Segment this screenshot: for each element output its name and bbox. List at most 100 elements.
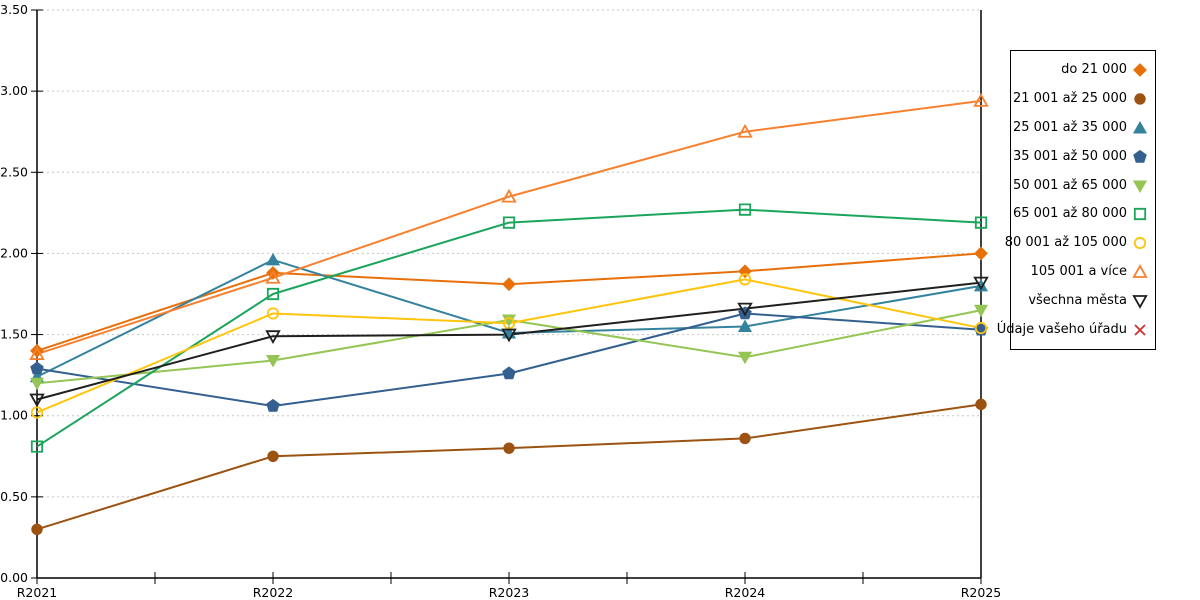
marker-circle-series-6: [266, 307, 280, 320]
marker-square-series-5: [502, 216, 516, 229]
legend-item-1: 21 001 až 25 000: [1013, 90, 1148, 108]
marker-triangle-down-series-4: [1132, 180, 1148, 193]
marker-triangle-down-series-4: [737, 351, 753, 365]
circle-icon: [1134, 93, 1146, 105]
legend-item-7: 105 001 a více: [1017, 263, 1148, 281]
legend-item-6: 80 001 až 105 000: [1005, 234, 1148, 252]
marker-circle-series-6: [738, 273, 752, 286]
marker-circle-series-6: [1133, 237, 1147, 250]
circle-icon: [1133, 237, 1147, 250]
triangle-down-icon: [1132, 180, 1148, 193]
marker-triangle-up-series-7: [737, 123, 753, 138]
marker-triangle-down-series-8: [501, 328, 517, 343]
y-tick-label: 0.50: [0, 489, 28, 504]
marker-square-series-5: [266, 287, 280, 301]
legend-item-5: 65 001 až 80 000: [1013, 205, 1148, 223]
marker-triangle-up-series-2: [737, 319, 753, 332]
marker-triangle-down-series-4: [29, 377, 45, 391]
marker-triangle-up-series-7: [265, 269, 281, 284]
triangle-up-icon: [1132, 264, 1148, 279]
marker-triangle-down-series-8: [737, 302, 753, 317]
legend-item-4: 50 001 až 65 000: [1013, 177, 1148, 195]
marker-triangle-up-series-7: [501, 188, 517, 203]
marker-circle-series-1: [1134, 93, 1146, 105]
series-line-6: [36, 278, 982, 414]
x-cross-icon: [1134, 324, 1146, 336]
marker-triangle-up-series-7: [29, 346, 45, 360]
series-markers-1: [31, 398, 987, 536]
marker-triangle-down-series-8: [265, 330, 281, 345]
legend-item-8: všechna města: [1017, 292, 1148, 310]
series-line-7: [36, 99, 982, 355]
legend-item-0: do 21 000: [1017, 61, 1148, 79]
y-tick-label: 2.50: [0, 164, 28, 179]
triangle-up-icon: [1132, 120, 1148, 134]
legend-item-2: 25 001 až 35 000: [1013, 119, 1148, 137]
marker-circle-series-1: [503, 442, 515, 454]
marker-circle-series-6: [502, 317, 516, 330]
marker-triangle-down-series-8: [29, 393, 45, 408]
y-tick-label: 0.00: [0, 570, 28, 585]
marker-triangle-down-series-4: [265, 355, 281, 368]
marker-triangle-down-series-4: [501, 314, 517, 327]
series-markers-7: [29, 93, 989, 360]
marker-triangle-up-series-7: [973, 93, 989, 107]
marker-pentagon-series-3: [266, 398, 280, 412]
marker-triangle-up-series-2: [265, 252, 281, 266]
legend: do 21 000 21 001 až 25 000 25 001 až 35 00…: [997, 50, 1156, 350]
legend-item-label: Údaje vašeho úřadu: [996, 321, 1127, 337]
marker-triangle-down-series-8: [973, 276, 989, 291]
diamond-icon: [1133, 63, 1147, 77]
x-tick-label: R2022: [253, 585, 294, 600]
pentagon-icon: [1133, 149, 1147, 163]
marker-triangle-up-series-7: [1132, 264, 1148, 279]
marker-diamond-series-0: [974, 246, 988, 261]
legend-item-label: 25 001 až 35 000: [1012, 119, 1127, 135]
x-tick-label: R2023: [489, 585, 530, 600]
marker-square-series-5: [30, 440, 44, 453]
marker-circle-series-1: [31, 523, 43, 536]
triangle-down-icon: [1132, 295, 1148, 309]
legend-item-label: 35 001 až 50 000: [1012, 148, 1127, 164]
marker-circle-series-6: [974, 321, 988, 335]
series-markers-6: [30, 273, 988, 419]
legend-item-label: 50 001 až 65 000: [1012, 177, 1127, 193]
x-tick-label: R2025: [961, 585, 1002, 600]
marker-pentagon-series-3: [502, 366, 516, 380]
marker-triangle-up-series-2: [1132, 120, 1148, 134]
legend-item-label: 21 001 až 25 000: [1012, 90, 1127, 106]
marker-pentagon-series-3: [30, 361, 44, 375]
marker-square-series-5: [738, 203, 752, 216]
legend-item-label: 80 001 až 105 000: [1004, 235, 1127, 251]
marker-circle-series-1: [267, 450, 279, 462]
marker-triangle-down-series-4: [973, 304, 989, 318]
marker-square-series-5: [974, 216, 988, 229]
marker-circle-series-1: [739, 432, 751, 445]
marker-triangle-up-series-2: [973, 278, 989, 292]
x-tick-label: R2024: [725, 585, 766, 600]
marker-triangle-down-series-8: [1132, 295, 1148, 309]
legend-item-label: do 21 000: [1061, 62, 1127, 77]
y-tick-label: 3.50: [0, 2, 28, 17]
marker-diamond-series-0: [502, 277, 516, 292]
marker-pentagon-series-3: [1133, 149, 1147, 163]
series-line-5: [36, 208, 982, 448]
legend-item-label: 65 001 až 80 000: [1012, 206, 1127, 222]
y-tick-label: 1.50: [0, 327, 28, 342]
legend-item-label: 105 001 a více: [1030, 264, 1127, 280]
x-tick-label: R2021: [17, 585, 58, 600]
marker-square-series-5: [1133, 208, 1147, 221]
legend-item-label: všechna města: [1028, 293, 1127, 308]
series-markers-8: [29, 276, 989, 408]
series-line-1: [36, 403, 982, 531]
marker-diamond-series-0: [1133, 63, 1147, 77]
legend-item-9: Údaje vašeho úřadu: [997, 321, 1148, 339]
y-tick-label: 1.00: [0, 408, 28, 423]
series-markers-5: [30, 203, 988, 453]
y-tick-label: 3.00: [0, 83, 28, 98]
marker-circle-series-1: [975, 398, 987, 411]
series-markers-4: [29, 304, 989, 391]
y-tick-label: 2.00: [0, 245, 28, 260]
